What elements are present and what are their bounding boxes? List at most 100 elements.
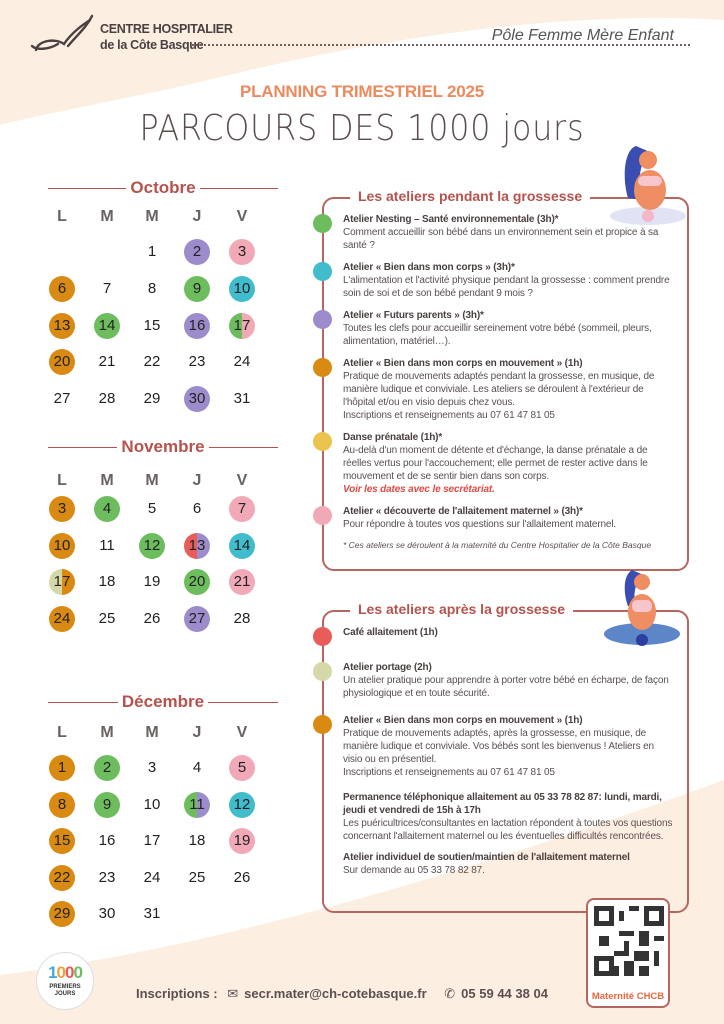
workshop-body: Sur demande au 05 33 78 82 87.	[343, 865, 485, 876]
workshop-item: Atelier portage (2h) Un atelier pratique …	[313, 661, 675, 700]
footnote: * Ces ateliers se déroulent à la materni…	[343, 540, 652, 550]
month-name: Novembre	[117, 437, 209, 456]
calendar-day: 15	[143, 317, 161, 334]
calendar-day: 24	[143, 869, 161, 886]
calendar-day[interactable]: 21	[229, 569, 255, 595]
after-title: Les ateliers après la grossesse	[350, 601, 574, 617]
email-link[interactable]: secr.mater@ch-cotebasque.fr	[244, 986, 427, 1001]
calendar-day[interactable]: 12	[229, 792, 255, 818]
calendar-day[interactable]: 3	[49, 496, 75, 522]
calendar-day: 22	[143, 353, 161, 370]
workshop-color-dot	[313, 506, 332, 525]
calendar-day[interactable]: 17	[49, 569, 75, 595]
workshop-body: Pratique de mouvements adaptés pendant l…	[343, 371, 655, 408]
workshop-item: Atelier « Futurs parents » (3h)* Toutes l…	[313, 309, 675, 348]
phone-icon: ✆	[444, 986, 456, 1001]
calendar-day: 29	[143, 390, 161, 407]
calendar-day[interactable]: 10	[229, 276, 255, 302]
workshop-title: Atelier « Bien dans mon corps en mouveme…	[343, 358, 583, 369]
calendar-day: 31	[143, 905, 161, 922]
weekday-header: M	[145, 472, 159, 489]
calendar-day[interactable]: 9	[184, 276, 210, 302]
month-name: Octobre	[126, 178, 200, 197]
calendar-day[interactable]: 8	[49, 792, 75, 818]
calendar-day: 18	[98, 573, 116, 590]
workshop-title: Permanence téléphonique allaitement au 0…	[343, 792, 662, 816]
calendar-day[interactable]: 6	[49, 276, 75, 302]
calendar-day[interactable]: 2	[94, 755, 120, 781]
calendar-day[interactable]: 3	[229, 239, 255, 265]
workshop-title: Atelier « Futurs parents » (3h)*	[343, 310, 484, 321]
after-pregnancy-box: Les ateliers après la grossesse Café all…	[313, 601, 689, 913]
workshop-color-dot	[313, 662, 332, 681]
weekday-header: J	[192, 724, 202, 741]
calendar-day[interactable]: 17	[229, 313, 255, 339]
calendar-day[interactable]: 14	[94, 313, 120, 339]
calendar-day: 28	[233, 610, 251, 627]
workshop-body: Au-delà d'un moment de détente et d'écha…	[343, 445, 648, 482]
workshop-note: Voir les dates avec le secrétariat.	[343, 484, 495, 495]
calendar-day[interactable]: 12	[139, 533, 165, 559]
month-title-novembre: Novembre	[48, 437, 278, 457]
calendar-day: 25	[98, 610, 116, 627]
workshop-body2: Inscriptions et renseignements au 07 61 …	[343, 767, 555, 778]
calendar-day[interactable]: 1	[49, 755, 75, 781]
pregnant-woman-illustration	[610, 146, 686, 225]
calendar-day[interactable]: 27	[184, 606, 210, 632]
during-title: Les ateliers pendant la grossesse	[350, 188, 591, 204]
calendar-day[interactable]: 11	[184, 792, 210, 818]
calendar-day[interactable]: 13	[49, 313, 75, 339]
calendar-day[interactable]: 7	[229, 496, 255, 522]
qr-code-pattern-icon	[594, 906, 664, 976]
weekday-header: J	[192, 472, 202, 489]
weekday-header: M	[100, 208, 114, 225]
hospital-logo: CENTRE HOSPITALIER de la Côte Basque	[28, 14, 258, 54]
calendar-day[interactable]: 4	[94, 496, 120, 522]
calendar-day: 19	[143, 573, 161, 590]
calendar-day[interactable]: 22	[49, 865, 75, 891]
workshop-color-dot	[313, 432, 332, 451]
calendar-day[interactable]: 9	[94, 792, 120, 818]
calendar-day: 23	[98, 869, 116, 886]
calendar-day[interactable]: 20	[184, 569, 210, 595]
calendar-day[interactable]: 24	[49, 606, 75, 632]
month-title-octobre: Octobre	[48, 178, 278, 198]
calendar-day[interactable]: 2	[184, 239, 210, 265]
org-name-line1: CENTRE HOSPITALIER	[100, 22, 233, 36]
mother-baby-illustration	[604, 570, 680, 646]
calendar-day: 6	[192, 500, 202, 517]
during-pregnancy-box: Les ateliers pendant la grossesse Atelie…	[313, 188, 689, 571]
workshop-title: Atelier Nesting – Santé environnementale…	[343, 214, 559, 225]
calendar-day[interactable]: 14	[229, 533, 255, 559]
workshop-body: Un atelier pratique pour apprendre à por…	[343, 675, 669, 699]
weekday-header: J	[192, 208, 202, 225]
workshop-color-dot	[313, 715, 332, 734]
weekday-header: L	[57, 724, 67, 741]
qr-code[interactable]: Maternité CHCB	[586, 898, 670, 1008]
calendar-day: 17	[143, 832, 161, 849]
calendar-day[interactable]: 16	[184, 313, 210, 339]
month-name: Décembre	[117, 692, 209, 711]
calendar-day[interactable]: 29	[49, 901, 75, 927]
calendar-day: 10	[143, 796, 161, 813]
workshop-item: Atelier individuel de soutien/maintien d…	[343, 851, 675, 877]
calendar-day[interactable]: 13	[184, 533, 210, 559]
calendar-day[interactable]: 20	[49, 349, 75, 375]
calendar-day[interactable]: 15	[49, 828, 75, 854]
department-name: Pôle Femme Mère Enfant	[491, 27, 674, 44]
workshop-body: Pour répondre à toutes vos questions sur…	[343, 519, 617, 530]
weekday-header: M	[100, 472, 114, 489]
calendar-day[interactable]: 10	[49, 533, 75, 559]
calendar-day[interactable]: 30	[184, 386, 210, 412]
badge-text: PREMIERS JOURS	[49, 984, 81, 997]
calendar-day[interactable]: 19	[229, 828, 255, 854]
workshop-item: Café allaitement (1h)	[313, 626, 675, 646]
calendar-day: 28	[98, 390, 116, 407]
calendar-day: 8	[147, 280, 157, 297]
dotted-divider	[192, 44, 690, 46]
phone-number[interactable]: 05 59 44 38 04	[461, 986, 548, 1001]
workshop-title: Atelier « découverte de l'allaitement ma…	[343, 506, 583, 517]
calendar-day[interactable]: 5	[229, 755, 255, 781]
calendar-day: 1	[147, 243, 157, 260]
